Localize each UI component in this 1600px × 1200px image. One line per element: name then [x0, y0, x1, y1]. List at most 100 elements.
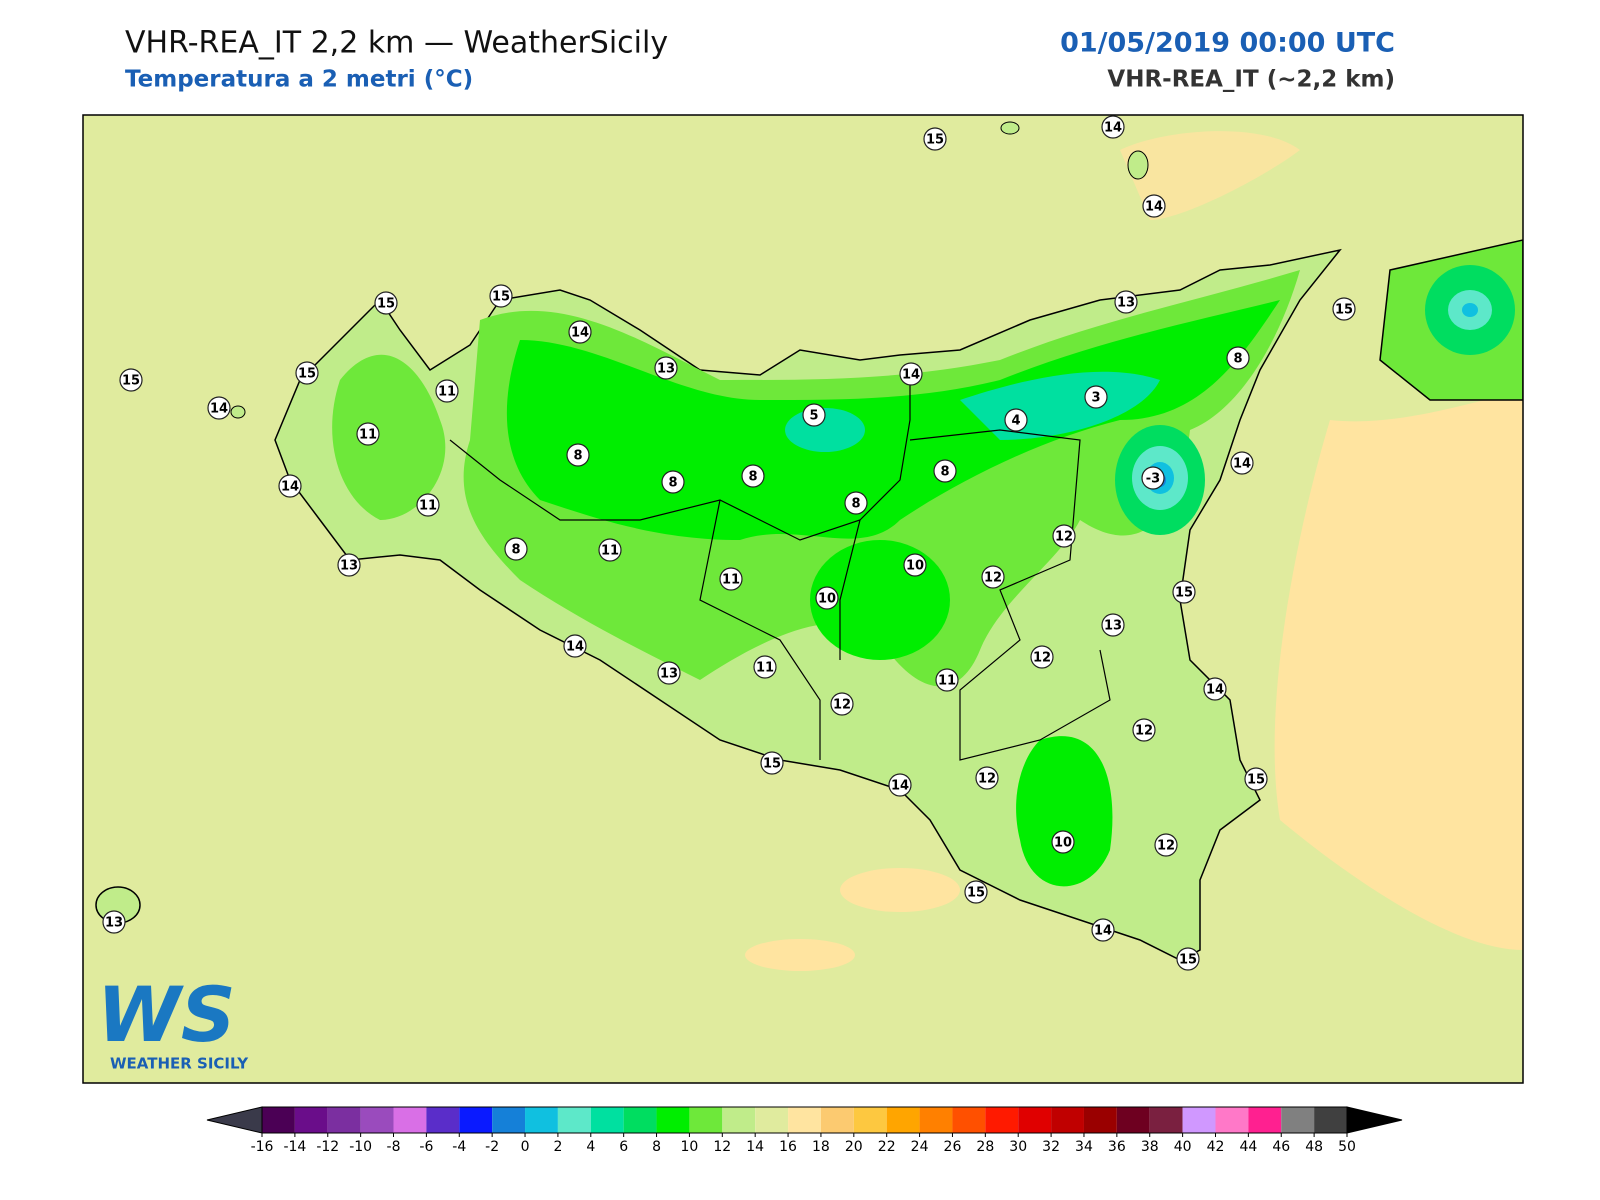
station-marker: [1052, 524, 1076, 548]
station-value: 12: [1055, 530, 1073, 545]
model-label: VHR-REA_IT (~2,2 km): [1107, 67, 1395, 93]
station-marker: [1084, 385, 1108, 409]
colorbar-box: [952, 1107, 986, 1133]
colorbar-label: -6: [419, 1139, 433, 1155]
colorbar-label: 30: [1009, 1139, 1027, 1155]
colorbar-label: 18: [812, 1139, 830, 1155]
station-marker: [1141, 466, 1165, 490]
colorbar-box: [689, 1107, 723, 1133]
logo-mark: WS: [97, 970, 236, 1059]
colorbar: -16 -14 -12 -10 -8 -6 -4 -2 0 2 4 6 8 10 12 14 16 18 20 22 2…: [206, 1106, 1403, 1155]
colorbar-label: -2: [485, 1139, 499, 1155]
colorbar-label: 48: [1305, 1139, 1323, 1155]
colorbar-label: 46: [1272, 1139, 1290, 1155]
colorbar-label: 12: [713, 1139, 731, 1155]
field-zone: [332, 354, 446, 520]
island: [1127, 150, 1149, 180]
colorbar-over: [1346, 1106, 1403, 1134]
station-value: 8: [668, 476, 677, 491]
station-marker: [981, 565, 1005, 589]
station-value: 11: [359, 428, 377, 443]
colorbar-label: 28: [976, 1139, 994, 1155]
colorbar-box: [426, 1107, 460, 1133]
colorbar-box: [459, 1107, 493, 1133]
colorbar-box: [1051, 1107, 1084, 1133]
station-value: 11: [601, 544, 619, 559]
station-value: 15: [1335, 303, 1353, 318]
station-marker: [1226, 346, 1250, 370]
subtitle: Temperatura a 2 metri (°C): [125, 67, 473, 93]
field-zone: [1016, 736, 1113, 887]
stations: 15 14 14 15 15 14 15 15 14 11 11 14 11 13 8 8 8 13 5 14 4 3 13…: [102, 115, 1356, 971]
station-marker: [1004, 408, 1028, 432]
warm-area: [745, 939, 855, 971]
station-value: 15: [122, 374, 140, 389]
colorbar-box: [886, 1107, 920, 1133]
station-value: 12: [984, 571, 1002, 586]
colorbar-label: 26: [944, 1139, 962, 1155]
station-value: 15: [967, 886, 985, 901]
logo: WS WEATHER SICILY: [97, 970, 249, 1073]
colorbar-frame: [261, 1106, 1348, 1134]
station-value: 11: [438, 385, 456, 400]
station-value: 13: [105, 916, 123, 931]
colorbar-label: -10: [349, 1139, 372, 1155]
colorbar-label: 36: [1108, 1139, 1126, 1155]
station-marker: [1176, 947, 1200, 971]
colorbar-box: [294, 1107, 328, 1133]
station-value: 11: [938, 674, 956, 689]
map-frame: [82, 114, 1524, 1084]
colorbar-label: 38: [1141, 1139, 1159, 1155]
colorbar-box: [820, 1107, 854, 1133]
station-marker: [416, 493, 440, 517]
station-value: 13: [1104, 619, 1122, 634]
colorbar-label: -16: [251, 1139, 274, 1155]
colorbar-box: [1281, 1107, 1315, 1133]
station-marker: [1332, 297, 1356, 321]
colorbar-box: [1314, 1107, 1347, 1133]
station-marker: [1172, 580, 1196, 604]
colorbar-label: 32: [1042, 1139, 1060, 1155]
station-value: 12: [1135, 724, 1153, 739]
station-value: 14: [1233, 457, 1251, 472]
colorbar-label: -8: [387, 1139, 401, 1155]
station-marker: [566, 443, 590, 467]
station-value: 11: [419, 499, 437, 514]
station-marker: [844, 491, 868, 515]
warm-area: [1120, 131, 1300, 220]
colorbar-label: 0: [521, 1139, 530, 1155]
station-marker: [102, 910, 126, 934]
island: [230, 405, 246, 419]
station-value: 8: [851, 497, 860, 512]
colorbar-label: -4: [452, 1139, 466, 1155]
station-marker: [815, 586, 839, 610]
colorbar-box: [492, 1107, 526, 1133]
station-value: 12: [978, 772, 996, 787]
station-value: 12: [833, 698, 851, 713]
station-marker: [741, 464, 765, 488]
station-marker: [1051, 830, 1075, 854]
colorbar-box: [393, 1107, 427, 1133]
station-value: 8: [748, 470, 757, 485]
station-marker: [1244, 767, 1268, 791]
colorbar-label: 42: [1207, 1139, 1225, 1155]
station-marker: [657, 661, 681, 685]
colorbar-box: [919, 1107, 953, 1133]
colorbar-under: [206, 1106, 263, 1134]
colorbar-label: 6: [619, 1139, 628, 1155]
colorbar-box: [262, 1107, 295, 1133]
colorbar-box: [1215, 1107, 1249, 1133]
station-marker: [598, 538, 622, 562]
station-value: 13: [1117, 296, 1135, 311]
station-value: 11: [756, 661, 774, 676]
colorbar-box: [1149, 1107, 1183, 1133]
station-marker: [374, 291, 398, 315]
station-marker: [337, 553, 361, 577]
station-marker: [888, 773, 912, 797]
station-marker: [899, 362, 923, 386]
station-marker: [661, 470, 685, 494]
station-marker: [435, 379, 459, 403]
station-value: 3: [1091, 391, 1100, 406]
station-marker: [563, 634, 587, 658]
